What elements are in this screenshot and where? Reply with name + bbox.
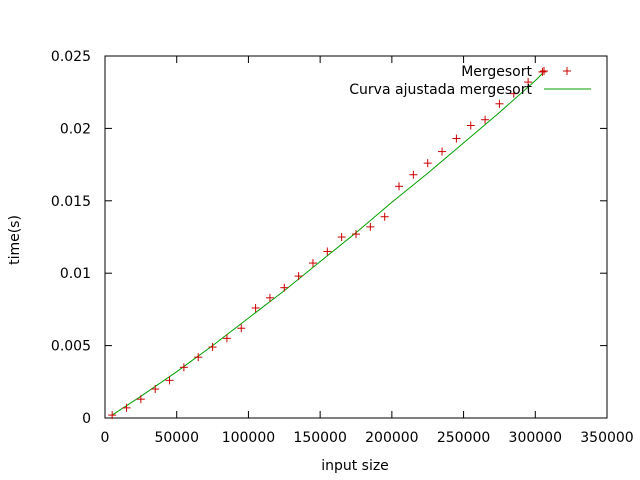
data-point-marker: [194, 353, 203, 362]
data-point-marker: [251, 303, 260, 312]
data-point-marker: [423, 159, 432, 168]
x-tick-label: 100000: [222, 430, 275, 446]
x-tick-label: 300000: [509, 430, 562, 446]
x-tick-label: 0: [101, 430, 110, 446]
data-point-marker: [466, 121, 475, 130]
data-point-marker: [352, 230, 360, 239]
data-point-marker: [308, 259, 317, 268]
data-point-marker: [208, 343, 217, 352]
data-point-marker: [481, 115, 490, 124]
data-point-marker: [122, 403, 131, 412]
data-point-marker: [509, 89, 518, 98]
data-point-marker: [151, 385, 160, 394]
data-point-marker: [323, 247, 332, 256]
y-tick-label: 0.025: [51, 49, 91, 65]
y-axis-label: time(s): [7, 215, 23, 265]
data-point-marker: [366, 222, 375, 231]
data-point-marker: [524, 78, 533, 87]
fitted-curve-line: [111, 73, 543, 416]
data-point-marker: [538, 67, 547, 76]
data-point-marker: [265, 293, 274, 302]
x-tick-label: 200000: [365, 430, 418, 446]
data-point-marker: [495, 99, 504, 108]
data-point-marker: [409, 170, 418, 179]
data-point-marker: [452, 134, 461, 143]
x-tick-label: 350000: [580, 430, 633, 446]
data-point-marker: [222, 334, 231, 343]
y-axis-ticks: 0 0.005 0.01 0.015 0.02 0.025: [51, 49, 607, 427]
x-tick-label: 250000: [437, 430, 490, 446]
data-point-marker: [108, 411, 117, 420]
data-point-marker: [438, 147, 447, 156]
legend-sample-marker: [540, 67, 571, 75]
data-point-marker: [136, 395, 145, 404]
data-point-marker: [165, 376, 174, 385]
x-axis-label: input size: [321, 458, 389, 474]
data-point-marker: [294, 272, 303, 281]
x-axis-ticks: 0 50000 100000 150000 200000 250000 300000 3500…: [101, 56, 634, 446]
x-tick-label: 50000: [154, 430, 199, 446]
plot-frame: [104, 55, 608, 419]
legend-label: Curva ajustada mergesort: [349, 82, 532, 98]
data-point-marker: [380, 212, 389, 221]
x-tick-label: 150000: [293, 430, 346, 446]
y-tick-label: 0: [82, 411, 91, 427]
data-point-marker: [280, 283, 289, 292]
data-point-marker: [395, 182, 404, 191]
y-tick-label: 0.015: [51, 194, 91, 210]
data-point-marker: [337, 233, 346, 241]
series-layer: [108, 67, 547, 420]
data-point-marker: [237, 324, 246, 333]
y-tick-label: 0.02: [60, 121, 91, 137]
legend: Mergesort Curva ajustada mergesort: [349, 64, 591, 98]
y-tick-label: 0.005: [51, 339, 91, 355]
y-tick-label: 0.01: [60, 266, 91, 282]
legend-label: Mergesort: [461, 64, 532, 80]
data-point-marker: [179, 363, 188, 372]
